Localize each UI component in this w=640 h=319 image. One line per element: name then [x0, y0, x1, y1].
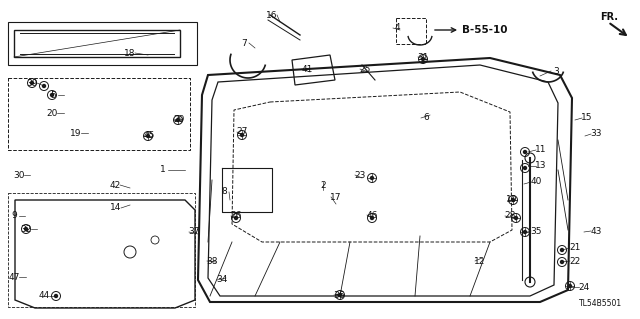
- Text: TL54B5501: TL54B5501: [579, 299, 622, 308]
- Circle shape: [241, 133, 243, 137]
- Text: 31: 31: [417, 53, 429, 62]
- Circle shape: [524, 151, 527, 153]
- Text: 20: 20: [46, 108, 58, 117]
- Text: 11: 11: [535, 145, 547, 154]
- Circle shape: [371, 217, 374, 219]
- Circle shape: [24, 227, 28, 231]
- Circle shape: [147, 135, 150, 137]
- Text: 18: 18: [124, 48, 136, 57]
- Circle shape: [371, 176, 374, 180]
- Text: 4: 4: [394, 24, 400, 33]
- Text: 33: 33: [590, 130, 602, 138]
- Circle shape: [515, 217, 518, 219]
- Circle shape: [561, 249, 563, 251]
- Circle shape: [234, 217, 237, 219]
- Text: 21: 21: [570, 243, 580, 253]
- Text: 25: 25: [359, 64, 371, 73]
- Text: 27: 27: [236, 128, 248, 137]
- Text: 42: 42: [109, 181, 120, 189]
- Text: 7: 7: [241, 39, 247, 48]
- Text: 24: 24: [579, 283, 589, 292]
- Text: 34: 34: [216, 276, 228, 285]
- Text: 28: 28: [504, 211, 516, 220]
- Text: 2: 2: [320, 181, 326, 189]
- Circle shape: [177, 118, 179, 122]
- Text: 43: 43: [590, 226, 602, 235]
- Circle shape: [51, 93, 54, 97]
- Text: 45: 45: [143, 131, 155, 140]
- Circle shape: [524, 231, 527, 234]
- Text: 12: 12: [474, 256, 486, 265]
- Text: 1: 1: [160, 166, 166, 174]
- Text: 22: 22: [570, 256, 580, 265]
- Text: 44: 44: [38, 292, 50, 300]
- Text: 16: 16: [266, 11, 278, 19]
- Text: 19: 19: [70, 129, 82, 137]
- Circle shape: [524, 167, 527, 169]
- Text: 26: 26: [230, 211, 242, 220]
- Text: 10: 10: [506, 196, 518, 204]
- Text: 37: 37: [188, 227, 200, 236]
- Circle shape: [422, 57, 424, 61]
- Text: 29: 29: [173, 115, 185, 123]
- Circle shape: [54, 294, 58, 298]
- Text: 8: 8: [221, 188, 227, 197]
- Text: 46: 46: [366, 211, 378, 219]
- Text: 13: 13: [535, 161, 547, 170]
- Text: 5: 5: [50, 91, 56, 100]
- Circle shape: [31, 81, 33, 85]
- Circle shape: [511, 198, 515, 202]
- Circle shape: [42, 85, 45, 87]
- Text: B-55-10: B-55-10: [462, 25, 508, 35]
- Text: 40: 40: [531, 177, 541, 187]
- Circle shape: [561, 261, 563, 263]
- Circle shape: [339, 293, 342, 296]
- Text: 6: 6: [423, 114, 429, 122]
- Text: 38: 38: [206, 256, 218, 265]
- Text: 39: 39: [26, 78, 38, 87]
- Text: 41: 41: [301, 64, 313, 73]
- Text: 9: 9: [11, 211, 17, 220]
- Text: 36: 36: [333, 291, 345, 300]
- Text: 35: 35: [531, 226, 541, 235]
- Text: 17: 17: [330, 192, 342, 202]
- Text: 23: 23: [355, 170, 365, 180]
- Text: FR.: FR.: [600, 12, 618, 22]
- Text: 3: 3: [553, 66, 559, 76]
- Text: 47: 47: [8, 272, 20, 281]
- Text: 14: 14: [110, 204, 122, 212]
- Circle shape: [568, 285, 572, 287]
- Text: 30: 30: [13, 170, 25, 180]
- Text: 15: 15: [581, 114, 593, 122]
- Text: 32: 32: [20, 225, 32, 234]
